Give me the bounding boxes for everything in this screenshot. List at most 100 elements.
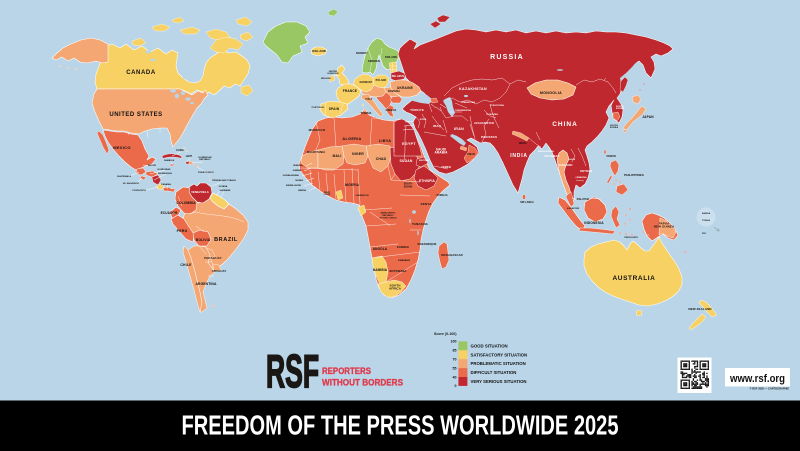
svg-text:VIETNAM: VIETNAM bbox=[580, 169, 592, 173]
svg-text:MALI: MALI bbox=[332, 154, 341, 158]
svg-text:CUBA: CUBA bbox=[176, 148, 184, 152]
svg-text:KAZAKHSTAN: KAZAKHSTAN bbox=[459, 87, 487, 91]
svg-text:ANGOLA: ANGOLA bbox=[373, 247, 388, 251]
svg-text:BRAZIL: BRAZIL bbox=[214, 237, 238, 243]
svg-text:IRAQ: IRAQ bbox=[433, 124, 441, 128]
svg-text:SAUDI: SAUDI bbox=[436, 147, 446, 151]
svg-text:MOZAMBIQUE: MOZAMBIQUE bbox=[417, 242, 436, 246]
svg-text:YEMEN: YEMEN bbox=[441, 165, 451, 169]
svg-text:COSTA RICA: COSTA RICA bbox=[132, 189, 146, 192]
svg-text:40: 40 bbox=[453, 375, 457, 379]
svg-text:BOTSWANA: BOTSWANA bbox=[389, 269, 406, 273]
svg-text:INDONESIA: INDONESIA bbox=[584, 221, 604, 225]
svg-text:SYRIA: SYRIA bbox=[420, 118, 427, 121]
svg-text:NORTH: NORTH bbox=[616, 106, 624, 108]
svg-text:0: 0 bbox=[455, 384, 457, 388]
svg-text:IVORY: IVORY bbox=[324, 192, 331, 194]
svg-text:IRELAND: IRELAND bbox=[321, 77, 331, 80]
svg-text:REPUBLIC: REPUBLIC bbox=[199, 159, 211, 161]
svg-text:COAST: COAST bbox=[323, 193, 331, 196]
svg-text:GAMBIA: GAMBIA bbox=[293, 169, 302, 172]
svg-text:SWEDEN: SWEDEN bbox=[368, 59, 380, 63]
svg-text:URUGUAY: URUGUAY bbox=[212, 269, 227, 273]
svg-text:ZIMBABWE: ZIMBABWE bbox=[398, 259, 411, 262]
svg-text:EGYPT: EGYPT bbox=[402, 142, 416, 146]
svg-text:DEMOCRATIC: DEMOCRATIC bbox=[381, 212, 396, 215]
svg-text:GREECE: GREECE bbox=[386, 109, 397, 112]
svg-text:PUERTO RICO: PUERTO RICO bbox=[198, 172, 214, 174]
svg-text:SOMALIA: SOMALIA bbox=[436, 194, 447, 197]
svg-text:ARABIA: ARABIA bbox=[435, 151, 449, 155]
svg-text:NIGER: NIGER bbox=[352, 152, 364, 156]
svg-text:FRANCE: FRANCE bbox=[343, 89, 357, 93]
svg-text:BELIZE: BELIZE bbox=[148, 165, 157, 167]
svg-text:GOOD SITUATION: GOOD SITUATION bbox=[471, 343, 508, 348]
svg-text:GUYANA: GUYANA bbox=[219, 185, 228, 188]
svg-text:MAURITANIA: MAURITANIA bbox=[307, 150, 326, 154]
svg-text:ROMANIA: ROMANIA bbox=[388, 90, 400, 93]
svg-text:NEW GUINEA: NEW GUINEA bbox=[654, 225, 675, 229]
svg-text:NICARAGUA: NICARAGUA bbox=[158, 172, 172, 175]
svg-text:PARAGUAY: PARAGUAY bbox=[204, 256, 221, 260]
svg-text:85: 85 bbox=[453, 349, 457, 353]
svg-text:MADAGASCAR: MADAGASCAR bbox=[441, 253, 463, 257]
svg-text:DOMINICAN: DOMINICAN bbox=[198, 156, 211, 159]
svg-text:CHINA: CHINA bbox=[552, 121, 578, 128]
svg-text:EL SALVADOR: EL SALVADOR bbox=[123, 182, 139, 185]
svg-text:COLOMBIA: COLOMBIA bbox=[176, 201, 196, 205]
svg-text:IRAN: IRAN bbox=[454, 127, 464, 131]
svg-text:UKRAINE: UKRAINE bbox=[397, 86, 413, 90]
svg-text:BANGLADESH: BANGLADESH bbox=[538, 150, 554, 153]
svg-text:ECUADOR: ECUADOR bbox=[161, 211, 178, 215]
svg-text:SOUTH: SOUTH bbox=[390, 283, 401, 287]
svg-text:SUDAN: SUDAN bbox=[399, 159, 412, 163]
svg-text:KENYA: KENYA bbox=[421, 202, 432, 206]
svg-text:KOREA: KOREA bbox=[616, 107, 625, 110]
svg-text:VENEZUELA: VENEZUELA bbox=[191, 190, 209, 194]
svg-text:100: 100 bbox=[451, 340, 457, 344]
svg-text:MONGOLIA: MONGOLIA bbox=[540, 91, 562, 95]
svg-text:AFGHANISTAN: AFGHANISTAN bbox=[474, 121, 494, 125]
svg-text:VERY SERIOUS SITUATION: VERY SERIOUS SITUATION bbox=[471, 379, 527, 384]
svg-text:SUDAN: SUDAN bbox=[404, 185, 413, 188]
svg-text:TIMOR-LESTE: TIMOR-LESTE bbox=[624, 237, 638, 239]
svg-text:RUSSIA: RUSSIA bbox=[490, 54, 524, 61]
svg-text:GERMANY: GERMANY bbox=[360, 81, 373, 84]
svg-text:UNITED STATES: UNITED STATES bbox=[109, 112, 162, 118]
svg-text:PANAMA: PANAMA bbox=[161, 183, 171, 186]
svg-text:LIBERIA: LIBERIA bbox=[298, 189, 307, 192]
svg-text:SOUTH: SOUTH bbox=[404, 183, 413, 186]
svg-text:ALGERIA: ALGERIA bbox=[342, 137, 361, 141]
svg-text:HONDURAS: HONDURAS bbox=[157, 168, 171, 171]
svg-text:CHILE: CHILE bbox=[180, 263, 192, 267]
svg-text:ITALY: ITALY bbox=[365, 98, 372, 101]
svg-text:LAOS: LAOS bbox=[569, 158, 576, 161]
svg-text:SOUTH: SOUTH bbox=[610, 125, 618, 127]
svg-text:TURKMENISTAN: TURKMENISTAN bbox=[455, 109, 472, 112]
svg-text:www.rsf.org: www.rsf.org bbox=[729, 373, 785, 385]
svg-text:HAITI: HAITI bbox=[186, 155, 193, 158]
svg-text:SINGAPORE: SINGAPORE bbox=[567, 207, 580, 210]
svg-text:TÜRKIYE: TÜRKIYE bbox=[410, 107, 424, 112]
svg-text:BOLIVIA: BOLIVIA bbox=[196, 238, 211, 242]
svg-text:PAPUA: PAPUA bbox=[659, 221, 671, 225]
svg-text:JAPAN: JAPAN bbox=[642, 115, 654, 119]
svg-text:ICELAND: ICELAND bbox=[312, 49, 327, 53]
svg-text:UZBEKISTAN: UZBEKISTAN bbox=[461, 101, 476, 104]
svg-text:FINLAND: FINLAND bbox=[385, 55, 397, 59]
svg-text:NEPAL: NEPAL bbox=[519, 142, 528, 145]
svg-text:AFRICA: AFRICA bbox=[389, 287, 402, 291]
svg-text:PHILIPPINES: PHILIPPINES bbox=[624, 173, 644, 177]
svg-text:CAMEROON: CAMEROON bbox=[355, 194, 369, 197]
svg-text:JAMAICA: JAMAICA bbox=[164, 159, 175, 162]
svg-text:NAMIBIA: NAMIBIA bbox=[373, 268, 388, 272]
svg-text:WITHOUT BORDERS: WITHOUT BORDERS bbox=[322, 378, 403, 389]
svg-text:NEW ZEALAND: NEW ZEALAND bbox=[688, 307, 712, 311]
svg-text:MEXICO: MEXICO bbox=[113, 145, 131, 150]
svg-text:THAILAND: THAILAND bbox=[557, 163, 572, 167]
svg-text:SIERRA LEONE: SIERRA LEONE bbox=[286, 184, 302, 187]
svg-text:FIJI: FIJI bbox=[702, 233, 706, 235]
svg-text:ERITREA: ERITREA bbox=[419, 159, 429, 162]
svg-text:70: 70 bbox=[453, 358, 457, 362]
svg-text:DIFFICULT SITUATION: DIFFICULT SITUATION bbox=[471, 370, 517, 375]
